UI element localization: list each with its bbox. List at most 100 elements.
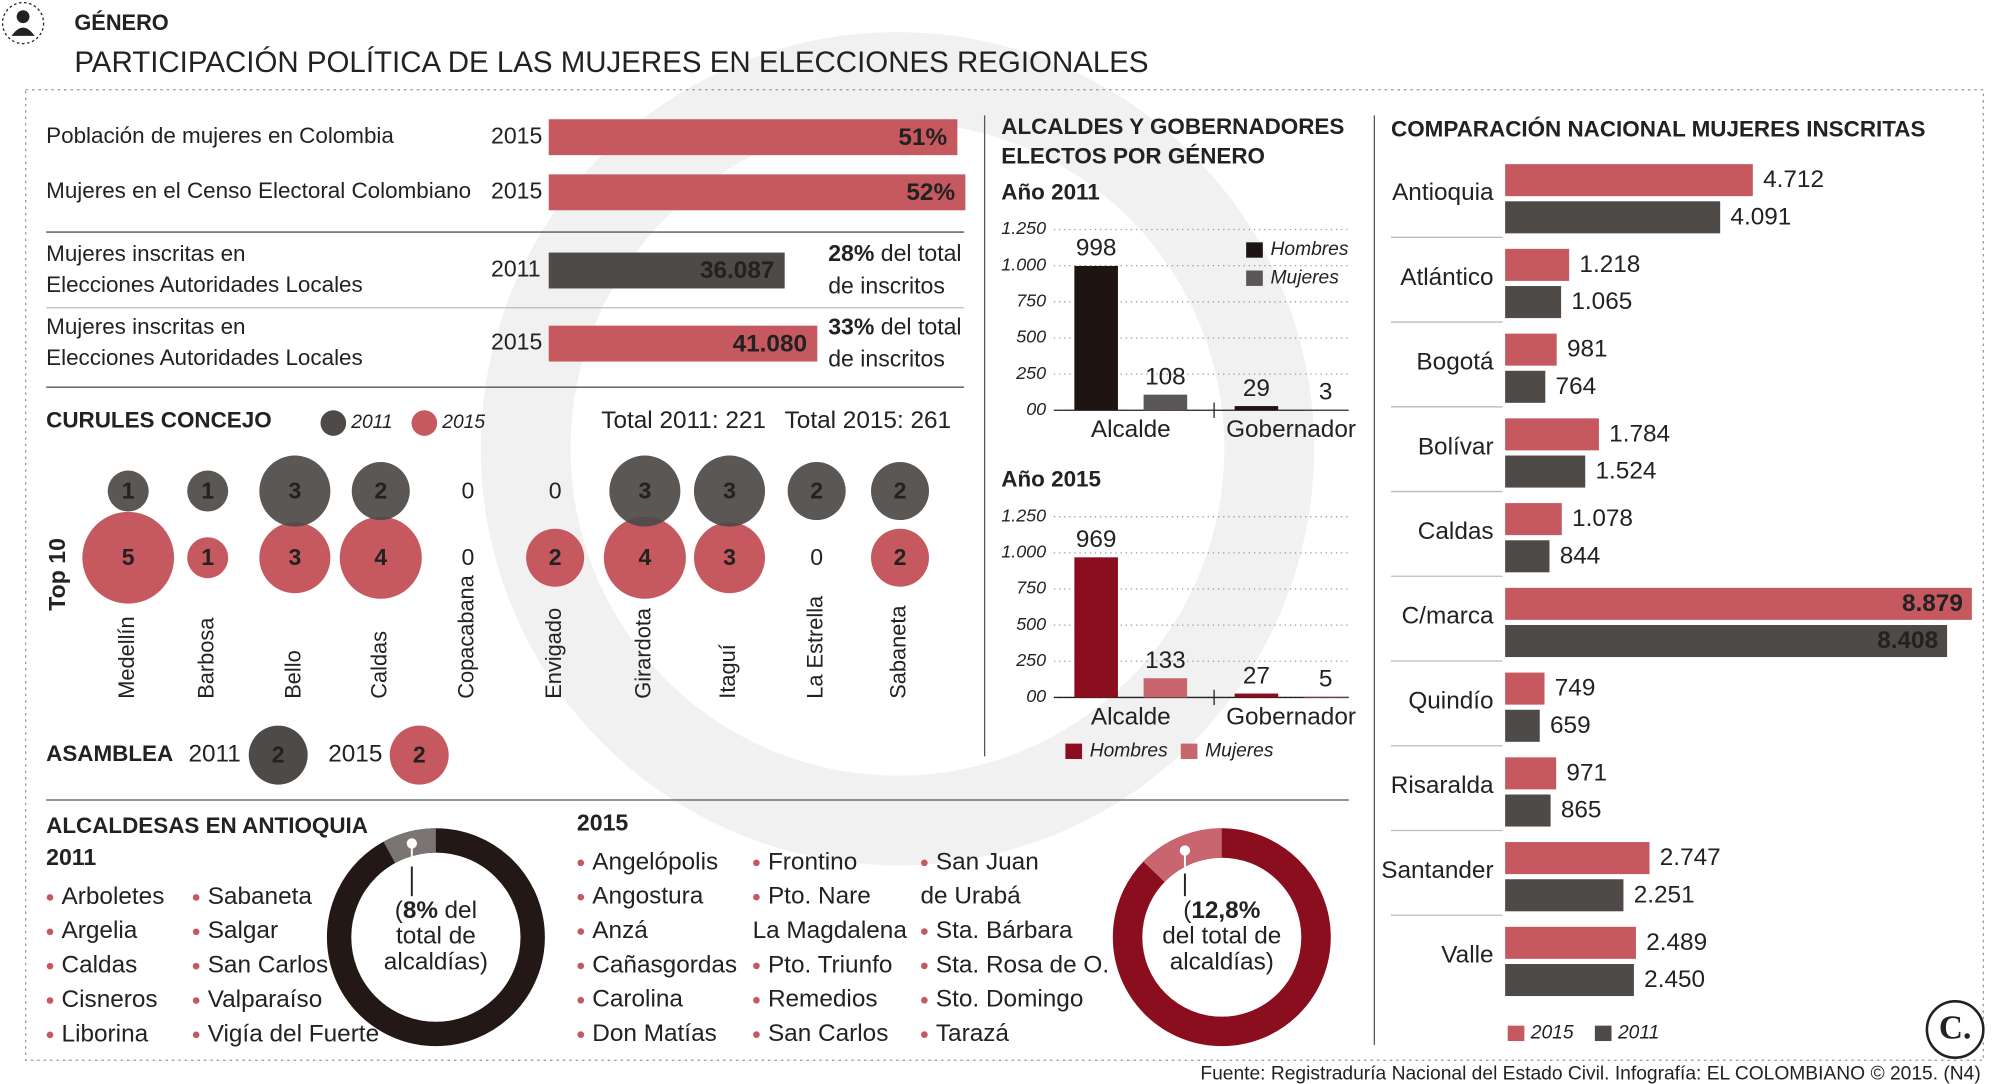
logo: C.: [1939, 1009, 1971, 1046]
value-label: 659: [1550, 712, 1591, 739]
bullet: [921, 928, 928, 935]
legend-label: Hombres: [1271, 239, 1349, 260]
list-item: Cisneros: [62, 986, 158, 1013]
bullet: [753, 962, 760, 970]
value-label: 3: [1319, 379, 1333, 406]
asamblea-year: 2011: [188, 741, 240, 768]
asamblea-bubble: [389, 725, 449, 785]
indicator-label: Población de mujeres en Colombia: [46, 123, 394, 148]
legend-label: 2015: [441, 412, 485, 433]
list-item: San Carlos: [768, 1020, 888, 1047]
asamblea-value: 2: [272, 742, 285, 768]
category-label: Bogotá: [1416, 349, 1494, 376]
value-label: 2.747: [1660, 844, 1721, 871]
bubble-label: 2: [894, 544, 907, 570]
y-tick-label: 1.250: [1001, 218, 1046, 238]
caption-text: alcaldías): [384, 948, 488, 975]
indicator-label: Mujeres inscritas en: [46, 241, 245, 266]
bubble-label: 2: [549, 544, 562, 570]
list-item: San Juan: [936, 848, 1039, 875]
value-label: 1.524: [1595, 458, 1656, 485]
indicator-label: Elecciones Autoridades Locales: [46, 345, 363, 370]
bullet: [46, 962, 54, 970]
bar: [1505, 842, 1650, 875]
bubble-label: 1: [122, 477, 135, 503]
list-item: Salgar: [208, 917, 278, 944]
list-item: La Magdalena: [753, 917, 908, 944]
value-label: 133: [1145, 647, 1186, 674]
bar: [1505, 625, 1948, 658]
bar: [1505, 503, 1562, 536]
total-label: Total 2015: 261: [785, 407, 951, 434]
indicator-share-text: del total: [881, 313, 962, 339]
bullet: [46, 1031, 54, 1039]
asamblea-year: 2015: [328, 741, 382, 768]
list-item: Tarazá: [936, 1020, 1010, 1047]
indicator-share-text: del total: [881, 240, 962, 266]
legend-label: 2011: [1617, 1022, 1659, 1043]
bar: [1505, 201, 1721, 234]
city-label: Caldas: [367, 631, 392, 699]
bubble-label: 5: [122, 544, 135, 570]
list-item: Angelópolis: [592, 848, 718, 875]
pointer-dot: [1179, 845, 1191, 856]
legend-label: Mujeres: [1271, 267, 1340, 288]
bar: [1234, 406, 1279, 411]
bar: [1505, 963, 1634, 997]
y-tick-label: 1.000: [1001, 542, 1046, 562]
bar: [1143, 678, 1188, 698]
list-item: Frontino: [768, 848, 857, 875]
bubble: [107, 470, 149, 512]
value-label: 27: [1243, 662, 1270, 689]
value-label: 2.450: [1644, 966, 1705, 993]
bubble-label: 1: [201, 544, 214, 570]
bar: [1143, 394, 1188, 411]
bar: [1505, 540, 1550, 573]
caption-text: (: [1183, 897, 1191, 924]
value-label: 971: [1566, 759, 1607, 786]
donut-ring: [1112, 828, 1331, 1047]
list-item: Pto. Nare: [768, 883, 871, 910]
indicator-bar: [548, 174, 966, 211]
bar: [1505, 672, 1545, 705]
caption-text: (: [395, 897, 403, 924]
indicator-value: 36.087: [700, 257, 774, 284]
list-item: Caldas: [62, 952, 138, 979]
bar: [1505, 164, 1753, 197]
y-tick-label: 1.250: [1001, 505, 1046, 525]
city-label: Medellín: [114, 616, 139, 698]
indicator-year: 2015: [491, 122, 542, 148]
bubble: [693, 455, 766, 527]
bubble-label: 3: [288, 477, 301, 503]
asamblea-value: 2: [413, 742, 426, 768]
y-tick-label: 500: [1016, 327, 1046, 347]
list-item: Anzá: [592, 917, 648, 944]
city-label: Envigado: [541, 608, 566, 699]
caption-share: 12,8%: [1191, 897, 1260, 924]
value-label: 5: [1319, 665, 1333, 692]
section-title: ELECTOS POR GÉNERO: [1001, 144, 1265, 169]
bullet: [46, 894, 54, 901]
category-label: Bolívar: [1418, 433, 1494, 460]
indicator-bar: [548, 325, 818, 362]
city-label: La Estrella: [802, 595, 827, 699]
bullet: [921, 962, 928, 970]
total-label: Total 2011: 221: [601, 407, 766, 434]
bar: [1505, 248, 1570, 281]
list-item: Pto. Triunfo: [768, 951, 892, 978]
bubble: [693, 522, 766, 594]
bar: [1074, 265, 1118, 411]
legend-label: Mujeres: [1205, 740, 1274, 761]
bullet: [921, 859, 928, 867]
bar: [1505, 587, 1972, 620]
bullet: [753, 893, 760, 901]
bubble: [187, 537, 229, 579]
person-icon: [1, 1, 45, 45]
group-year: 2011: [46, 844, 96, 870]
city-label: Barbosa: [193, 617, 218, 699]
bubble: [870, 462, 930, 521]
bubble-label: 3: [723, 544, 736, 570]
bar: [1505, 879, 1624, 912]
bullet: [192, 928, 200, 936]
list-item: de Urabá: [921, 883, 1022, 910]
